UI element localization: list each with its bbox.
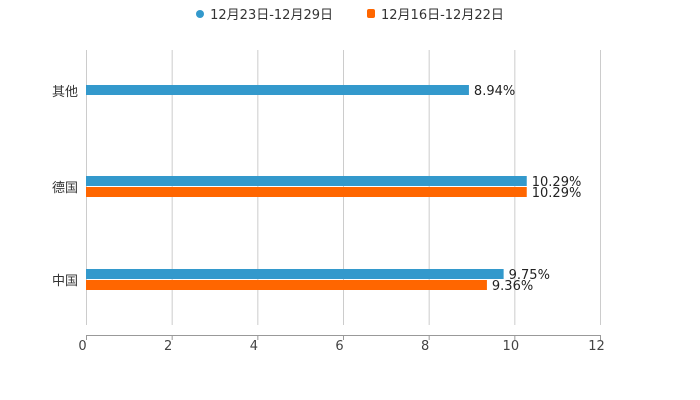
bar bbox=[86, 280, 487, 290]
legend: 12月23日-12月29日 12月16日-12月22日 bbox=[0, 4, 700, 23]
legend-marker-icon bbox=[196, 9, 205, 18]
legend-label: 12月16日-12月22日 bbox=[381, 8, 504, 23]
x-tick-label: 10 bbox=[503, 339, 520, 354]
data-label: 9.75% bbox=[509, 268, 550, 283]
legend-item-series-2[interactable]: 12月16日-12月22日 bbox=[367, 4, 504, 23]
x-tick-label: 0 bbox=[78, 339, 86, 354]
data-label: 10.29% bbox=[532, 175, 582, 190]
y-category-label: 其他 bbox=[52, 85, 78, 100]
legend-label: 12月23日-12月29日 bbox=[210, 8, 333, 23]
legend-item-series-1[interactable]: 12月23日-12月29日 bbox=[196, 4, 333, 23]
y-category-label: 中国 bbox=[52, 274, 78, 289]
data-label: 8.94% bbox=[474, 84, 515, 99]
y-category-label: 德国 bbox=[52, 181, 78, 196]
bar bbox=[86, 187, 527, 197]
x-tick-label: 12 bbox=[588, 339, 605, 354]
data-label: 10.29% bbox=[532, 186, 582, 201]
x-tick-label: 8 bbox=[421, 339, 429, 354]
bar bbox=[86, 85, 469, 95]
x-tick-label: 2 bbox=[164, 339, 172, 354]
x-tick-label: 4 bbox=[250, 339, 258, 354]
x-tick-label: 6 bbox=[335, 339, 343, 354]
data-label: 9.36% bbox=[492, 279, 533, 294]
bar bbox=[86, 269, 504, 279]
legend-marker-icon bbox=[367, 9, 375, 18]
bar bbox=[86, 176, 527, 186]
